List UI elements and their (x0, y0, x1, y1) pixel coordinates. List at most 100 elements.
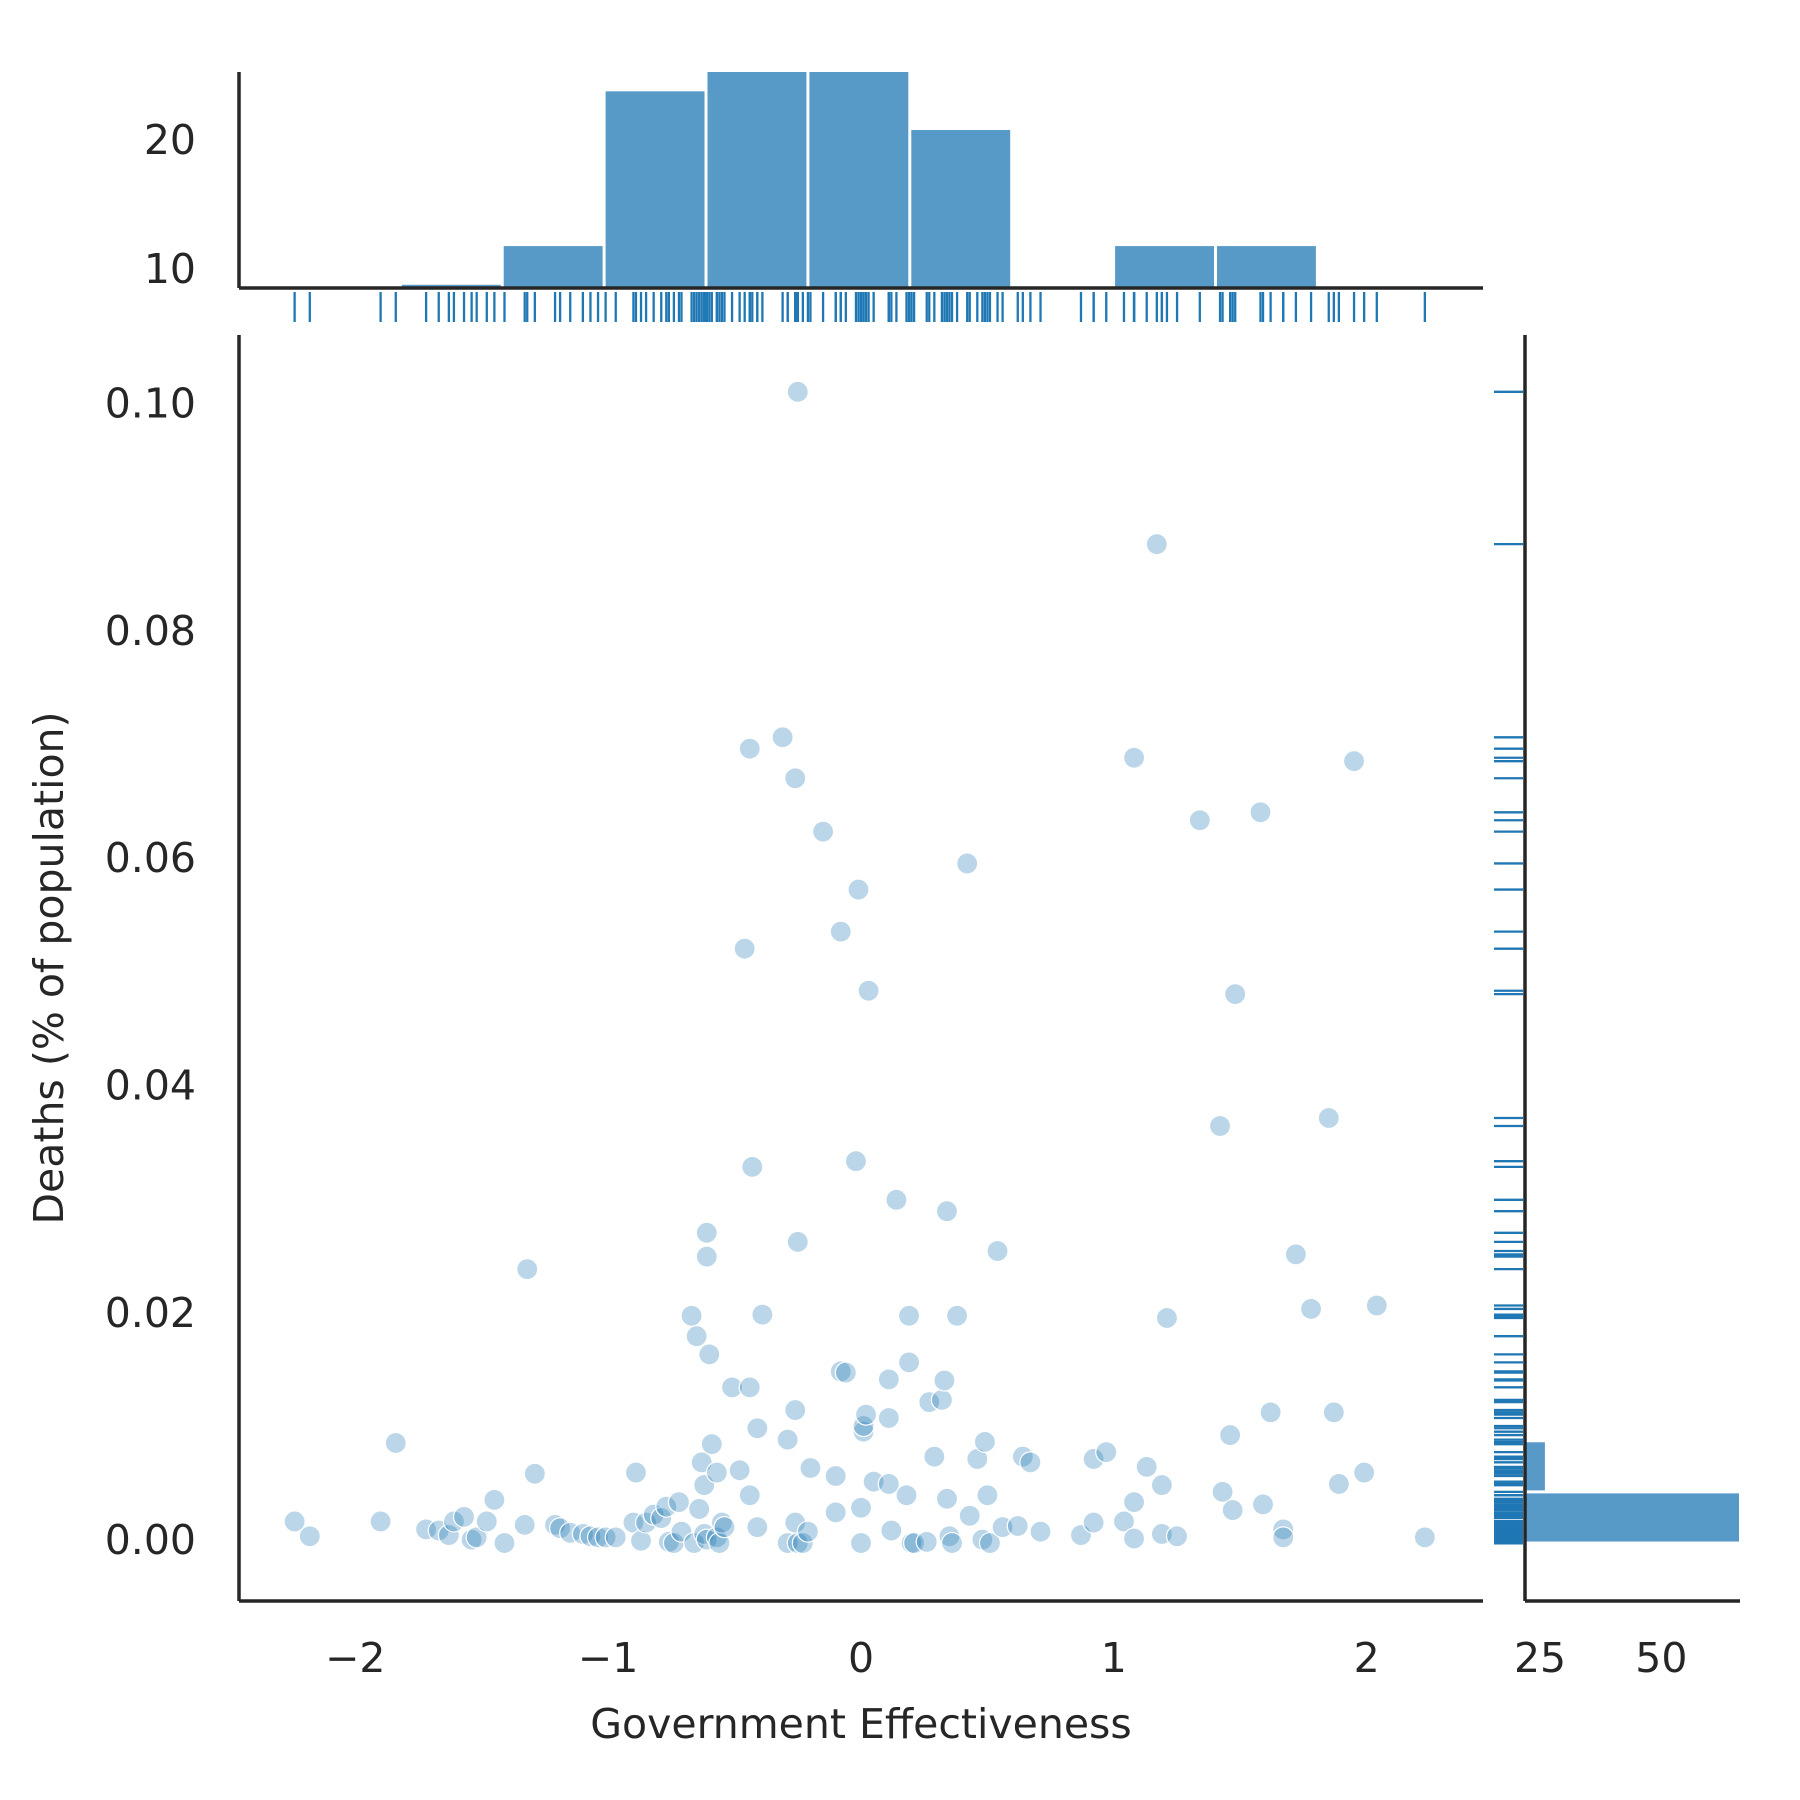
scatter-point (945, 1304, 969, 1327)
scatter-point (705, 1461, 728, 1484)
scatter-point (852, 1420, 875, 1443)
scatter-point (849, 1496, 873, 1519)
scatter-point (513, 1513, 536, 1536)
scatter-point (897, 1304, 921, 1327)
scatter-point (493, 1531, 516, 1555)
scatter-point (811, 820, 835, 843)
scatter-point (1299, 1297, 1323, 1321)
scatter-point (877, 1368, 900, 1391)
scatter-point (624, 1461, 648, 1484)
x-tick-label: 0 (848, 1634, 874, 1682)
scatter-point (713, 1516, 736, 1539)
scatter-point (667, 1491, 691, 1514)
scatter-point (1082, 1447, 1105, 1471)
scatter-point (516, 1258, 539, 1281)
scatter-point (1122, 1527, 1146, 1550)
scatter-point (629, 1529, 653, 1552)
scatter-point (662, 1531, 685, 1555)
scatter-point (986, 1239, 1009, 1263)
scatter-point (1145, 533, 1168, 556)
scatter-point (1327, 1472, 1350, 1496)
scatter-point (1211, 1480, 1234, 1504)
histogram-bar (809, 72, 909, 288)
scatter-point (973, 1430, 996, 1453)
scatter-point (728, 1459, 751, 1482)
scatter-point (475, 1510, 498, 1533)
scatter-point (1122, 746, 1146, 769)
x-tick-label: 50 (1635, 1634, 1687, 1682)
scatter-point (1112, 1510, 1136, 1533)
scatter-point (784, 767, 807, 790)
scatter-point (733, 937, 756, 960)
scatter-point (1259, 1401, 1282, 1424)
scatter-point (680, 1304, 703, 1327)
scatter-point (1188, 809, 1211, 832)
scatter-point (685, 1325, 708, 1348)
x-tick-label: 2 (1354, 1634, 1380, 1682)
scatter-point (1095, 1441, 1118, 1464)
histogram-bar (1525, 1442, 1545, 1491)
scatter-point (700, 1433, 723, 1456)
x-tick-label: −2 (325, 1634, 385, 1682)
y-tick-label: 0.10 (105, 380, 196, 428)
scatter-point (1224, 983, 1247, 1006)
y-axis-label: Deaths (% of population) (25, 711, 73, 1224)
scatter-point (1165, 1525, 1189, 1548)
scatter-point (1135, 1455, 1158, 1478)
scatter-point (857, 979, 880, 1002)
scatter-point (877, 1472, 900, 1496)
scatter-point (771, 726, 794, 749)
scatter-point (695, 1245, 718, 1268)
y-tick-label: 0.06 (105, 834, 196, 882)
scatter-point (852, 1414, 875, 1438)
scatter-point (298, 1525, 321, 1548)
scatter-point (1011, 1445, 1034, 1468)
scatter-point (738, 1376, 761, 1399)
scatter-point (786, 1230, 809, 1253)
scatter-point (655, 1495, 678, 1518)
scatter-point (849, 1531, 873, 1555)
scatter-point (880, 1519, 903, 1542)
scatter-point (940, 1531, 964, 1555)
scatter-point (915, 1530, 938, 1554)
scatter-point (1272, 1526, 1295, 1549)
scatter-point (586, 1526, 610, 1549)
scatter-point (1317, 1106, 1340, 1130)
scatter-point (670, 1520, 693, 1543)
scatter-point (786, 380, 809, 403)
histogram-bar (503, 246, 603, 288)
y-tick-label: 0.00 (105, 1516, 196, 1564)
scatter-point (1208, 1114, 1232, 1138)
scatter-point (958, 1504, 981, 1527)
scatter-point (746, 1417, 769, 1440)
scatter-point (902, 1531, 926, 1555)
y-tick-label: 0.02 (105, 1289, 196, 1337)
scatter-point (784, 1398, 807, 1422)
scatter-point (1272, 1518, 1295, 1541)
scatter-point (1155, 1306, 1179, 1330)
scatter-point (1122, 1491, 1146, 1514)
y-tick-label: 0.08 (105, 607, 196, 655)
scatter-point (976, 1484, 999, 1507)
scatter-point (1019, 1451, 1042, 1474)
scatter-point (283, 1510, 306, 1533)
scatter-point (1082, 1511, 1105, 1534)
scatter-point (483, 1488, 506, 1511)
scatter-point (604, 1526, 627, 1549)
scatter-point (854, 1403, 878, 1426)
scatter-point (829, 920, 852, 943)
y-tick-label: 10 (144, 245, 196, 293)
scatter-point (746, 1516, 769, 1539)
scatter-point (1413, 1526, 1436, 1549)
x-tick-label: 25 (1514, 1634, 1566, 1682)
scatter-point (796, 1520, 820, 1543)
scatter-point (776, 1428, 799, 1451)
scatter-point (523, 1462, 546, 1485)
scatter-point (935, 1487, 959, 1510)
scatter-point (1353, 1461, 1376, 1484)
scatter-point (1249, 801, 1272, 824)
x-tick-label: −1 (578, 1634, 638, 1682)
scatter-point (1029, 1520, 1052, 1543)
x-tick-label: 1 (1101, 1634, 1127, 1682)
